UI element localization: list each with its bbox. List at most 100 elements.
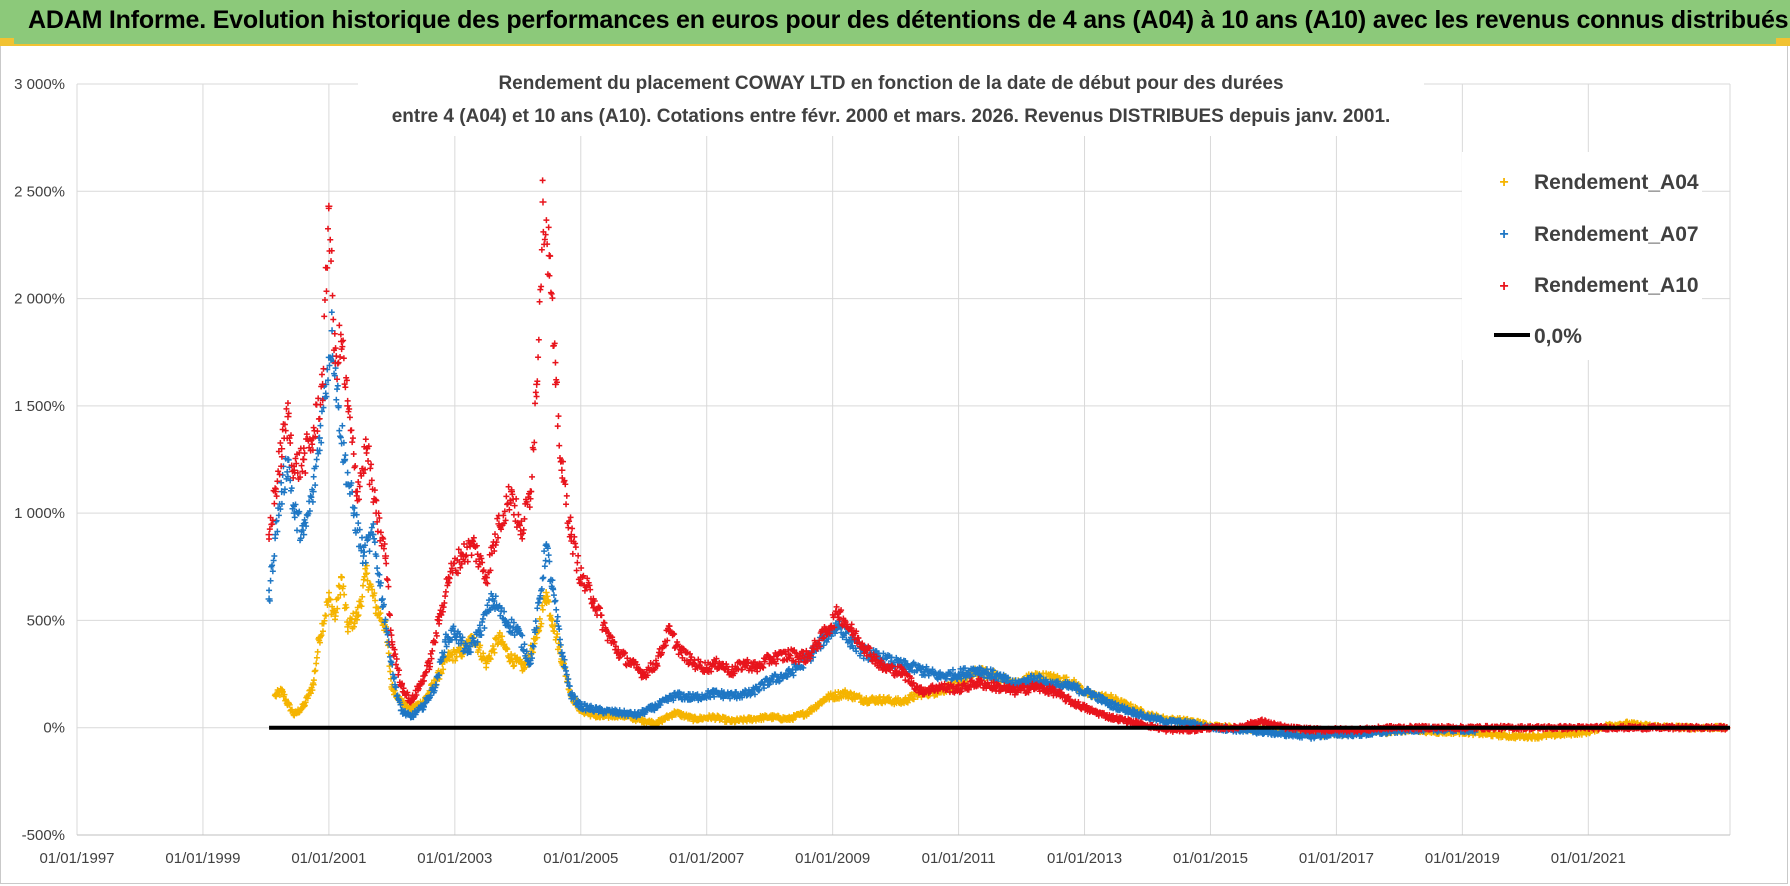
data-point (334, 386, 341, 393)
data-point (502, 517, 509, 524)
data-point (624, 655, 631, 662)
data-point (560, 653, 567, 660)
data-point (300, 527, 307, 534)
data-point (810, 643, 817, 650)
data-point (563, 501, 570, 508)
data-point (290, 474, 297, 481)
data-point (384, 577, 391, 584)
data-point (842, 687, 849, 694)
data-point (319, 628, 326, 635)
data-point (825, 636, 832, 643)
data-point (332, 345, 339, 352)
data-point (335, 404, 342, 411)
data-point (494, 641, 501, 648)
data-point (509, 491, 516, 498)
data-point (356, 483, 363, 490)
data-point (473, 558, 480, 565)
data-point (498, 526, 505, 533)
data-point (1042, 676, 1049, 683)
data-point (362, 466, 369, 473)
data-point (500, 615, 507, 622)
data-point (281, 421, 288, 428)
data-point (339, 343, 346, 350)
data-point (571, 533, 578, 540)
data-point (609, 634, 616, 641)
data-point (340, 337, 347, 344)
data-point (266, 587, 273, 594)
data-point (334, 376, 341, 383)
data-point (334, 605, 341, 612)
data-point (1121, 703, 1128, 710)
data-point (816, 637, 823, 644)
data-point (273, 493, 280, 500)
data-point (270, 557, 277, 564)
data-point (474, 551, 481, 558)
data-point (355, 496, 362, 503)
data-point (282, 696, 289, 703)
data-point (880, 694, 887, 701)
data-point (272, 485, 279, 492)
data-point (423, 662, 430, 669)
data-point (353, 511, 360, 518)
data-point (745, 659, 752, 666)
data-point (621, 650, 628, 657)
data-point (336, 427, 343, 434)
data-point (374, 565, 381, 572)
data-point (275, 512, 282, 519)
data-point (572, 540, 579, 547)
data-point (463, 642, 470, 649)
data-point (499, 633, 506, 640)
data-point (400, 685, 407, 692)
data-point (335, 594, 342, 601)
data-point (532, 629, 539, 636)
data-point (281, 691, 288, 698)
data-point (480, 650, 487, 657)
data-point (578, 564, 585, 571)
data-point (371, 487, 378, 494)
data-point (269, 568, 276, 575)
data-point (371, 535, 378, 542)
data-point (543, 217, 550, 224)
data-point (492, 531, 499, 538)
data-point (1046, 683, 1053, 690)
data-point (318, 383, 325, 390)
data-point (355, 520, 362, 527)
data-point (281, 486, 288, 493)
data-point (302, 699, 309, 706)
data-point (312, 482, 319, 489)
data-point (386, 653, 393, 660)
data-point (980, 674, 987, 681)
data-point (760, 664, 767, 671)
data-point (897, 656, 904, 663)
data-point (278, 500, 285, 507)
data-point (820, 642, 827, 649)
data-point (357, 543, 364, 550)
data-point (552, 359, 559, 366)
data-point (452, 657, 459, 664)
banner-corner-right (1776, 38, 1790, 46)
data-point (461, 540, 468, 547)
data-point (961, 680, 968, 687)
data-point (561, 656, 568, 663)
data-point (433, 681, 440, 688)
data-point (385, 583, 392, 590)
data-point (325, 205, 332, 212)
data-point (318, 371, 325, 378)
data-point (537, 592, 544, 599)
data-point (309, 447, 316, 454)
data-point (842, 630, 849, 637)
data-point (351, 620, 358, 627)
data-point (272, 518, 279, 525)
data-point (587, 595, 594, 602)
data-point (601, 620, 608, 627)
data-point (386, 612, 393, 619)
data-point (770, 653, 777, 660)
data-point (467, 643, 474, 650)
data-point (281, 489, 288, 496)
data-point (487, 656, 494, 663)
data-point (586, 582, 593, 589)
data-point (528, 650, 535, 657)
data-point (297, 535, 304, 542)
data-point (558, 650, 565, 657)
data-point (350, 450, 357, 457)
